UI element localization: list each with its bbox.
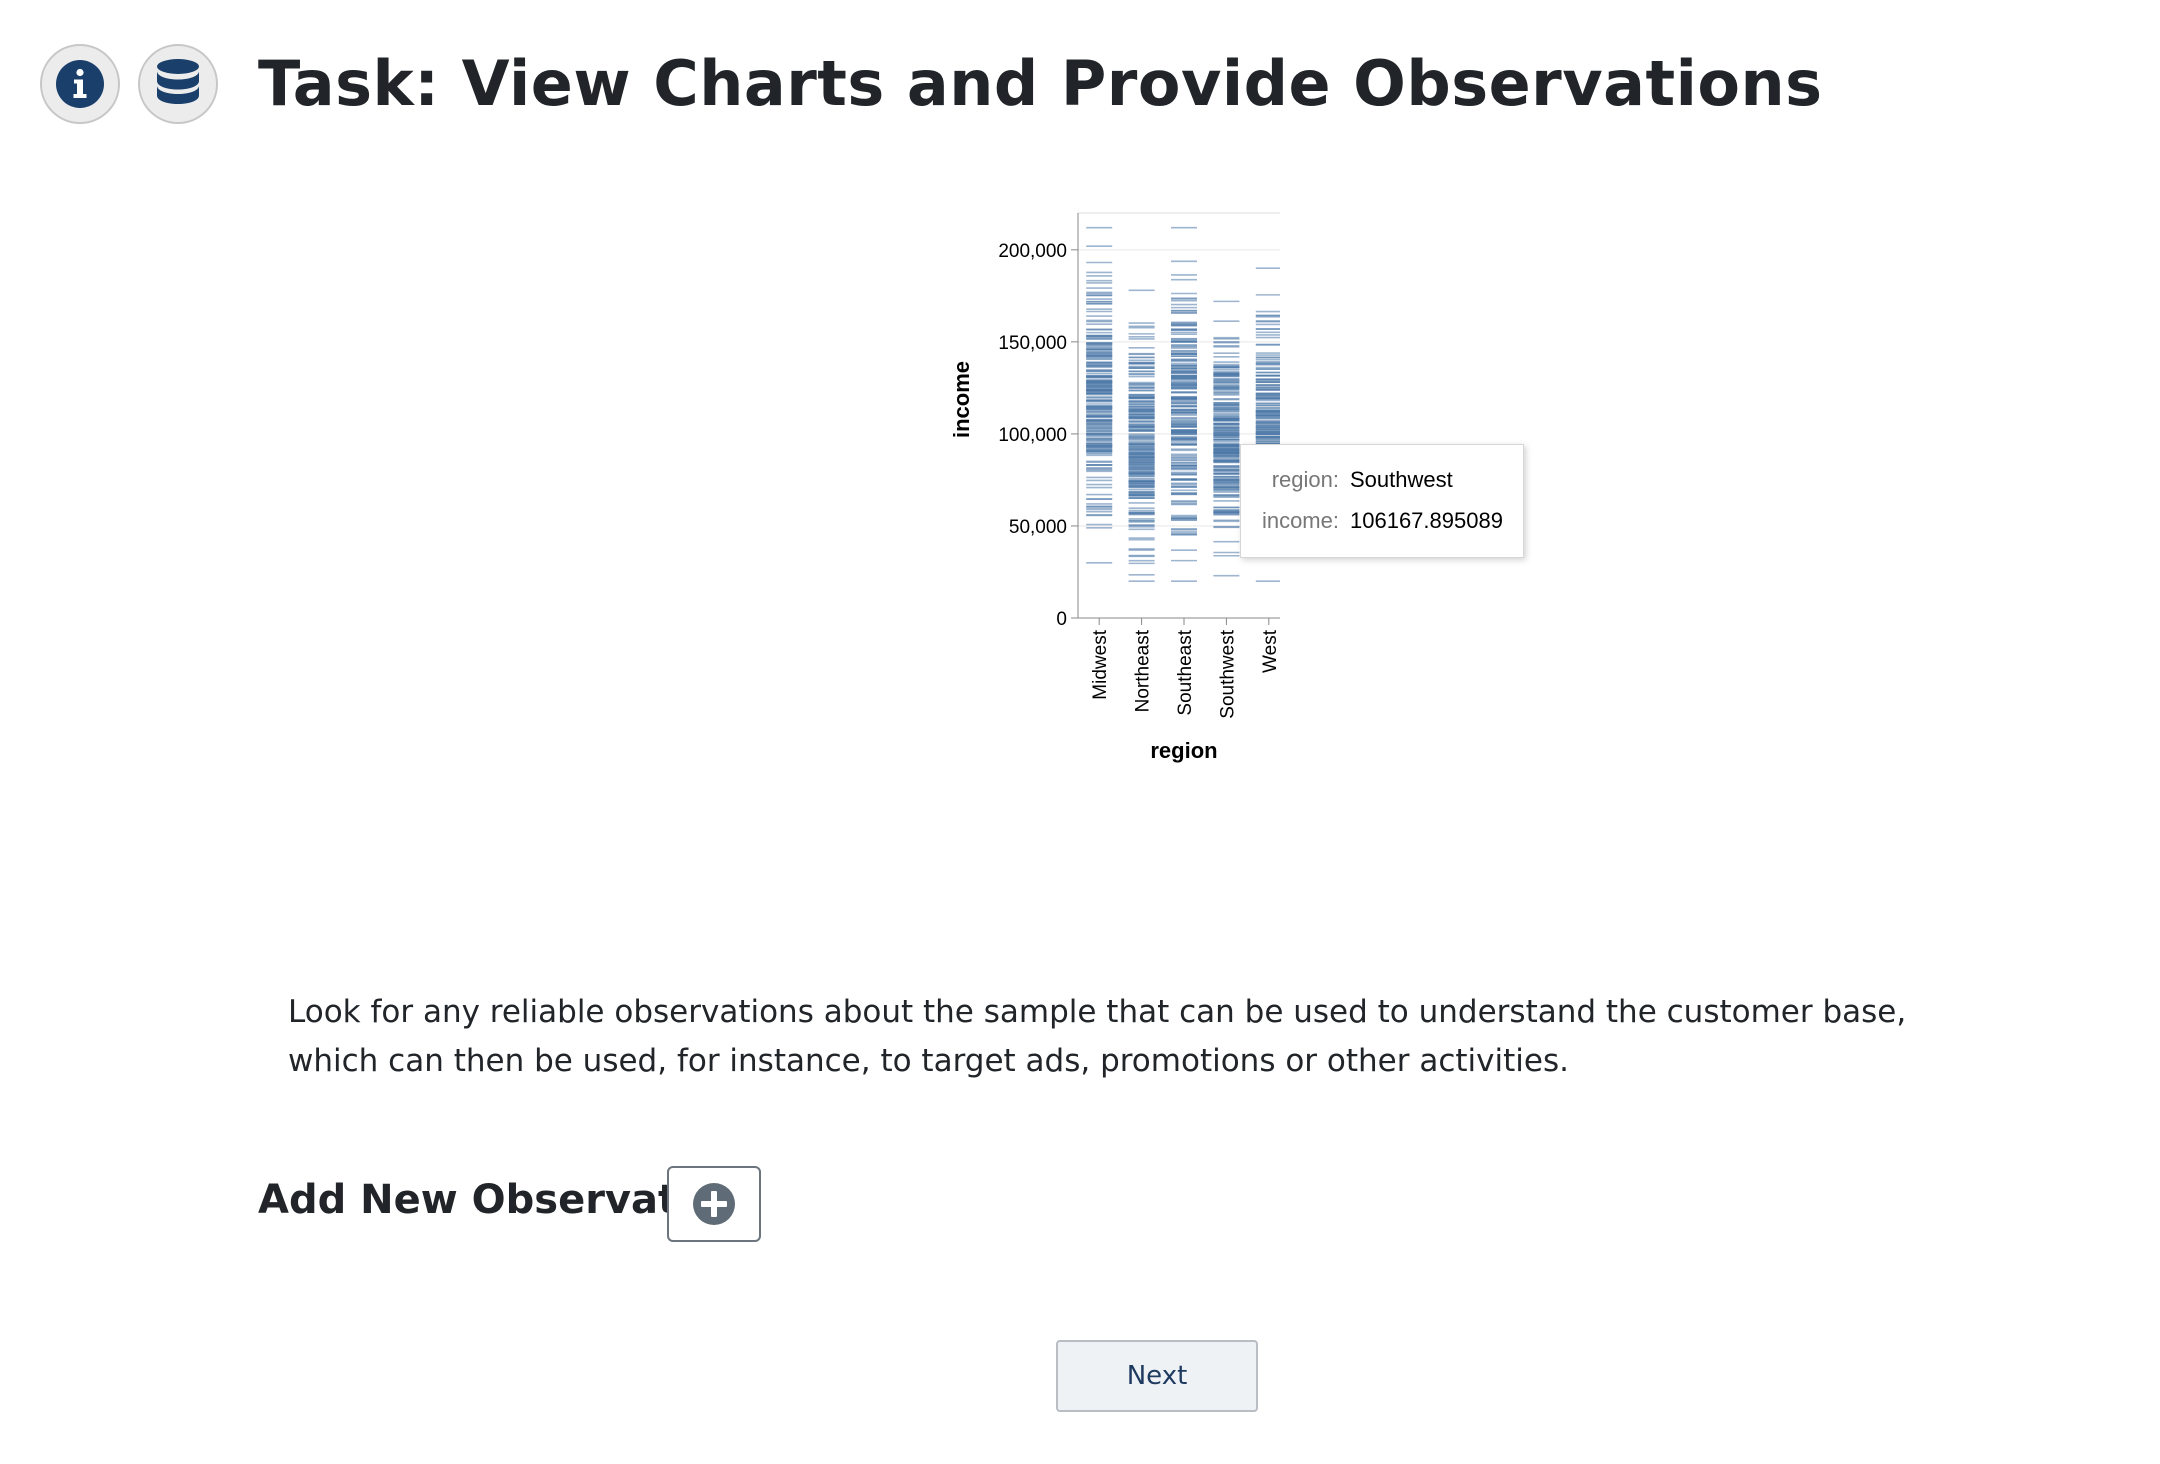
- x-tick-label: Southeast: [1175, 629, 1196, 715]
- x-axis-title: region: [1150, 738, 1217, 763]
- strip-southeast: [1171, 226, 1197, 582]
- y-tick-label: 50,000: [1009, 517, 1067, 538]
- add-observation-label: Add New Observation: [258, 1177, 747, 1223]
- tooltip-row-region: region: Southwest: [1241, 465, 1523, 495]
- chart-tooltip: region: Southwest income: 106167.895089: [1240, 444, 1524, 558]
- tooltip-row-income: income: 106167.895089: [1241, 506, 1523, 536]
- income-by-region-chart[interactable]: 0 50,000 100,000 150,000 200,000 Midwest North…: [940, 200, 1280, 770]
- database-icon: [157, 59, 199, 104]
- y-tick-label: 150,000: [998, 333, 1067, 354]
- x-tick-label: Southwest: [1217, 629, 1238, 718]
- add-observation-button[interactable]: [667, 1166, 761, 1242]
- tooltip-region-value: Southwest: [1350, 467, 1453, 492]
- tooltip-region-label: region:: [1271, 467, 1339, 492]
- info-icon: [56, 60, 104, 108]
- strip-northeast: [1128, 289, 1155, 582]
- task-instructions: Look for any reliable observations about…: [288, 994, 1907, 1079]
- x-tick-label: Midwest: [1090, 629, 1111, 699]
- tooltip-income-label: income:: [1261, 508, 1339, 533]
- next-button[interactable]: Next: [1056, 1340, 1258, 1412]
- strip-southwest: [1213, 300, 1240, 577]
- y-tick-label: 200,000: [998, 241, 1067, 262]
- plus-circle-icon: [693, 1183, 735, 1225]
- y-tick-label: 0: [1056, 609, 1067, 630]
- tooltip-income-value: 106167.895089: [1350, 508, 1503, 533]
- strip-midwest: [1086, 226, 1113, 564]
- data-button[interactable]: [138, 44, 218, 124]
- y-tick-label: 100,000: [998, 425, 1067, 446]
- x-tick-label: Northeast: [1133, 629, 1154, 712]
- page-title: Task: View Charts and Provide Observatio…: [258, 47, 1823, 120]
- y-axis-title: income: [949, 361, 974, 438]
- info-button[interactable]: [40, 44, 120, 124]
- x-tick-label: West: [1260, 629, 1280, 673]
